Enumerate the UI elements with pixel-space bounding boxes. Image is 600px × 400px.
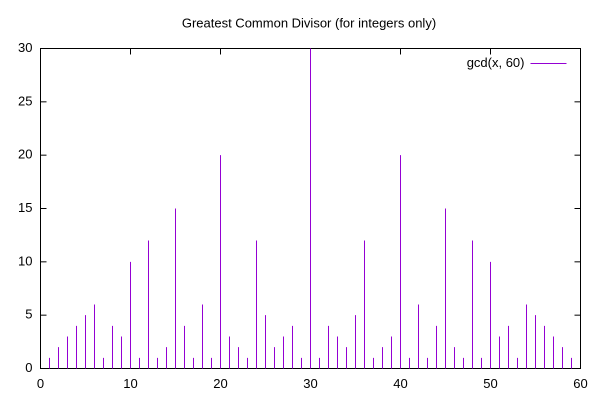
x-tick-label: 50 xyxy=(483,376,497,391)
y-tick-label: 0 xyxy=(25,360,32,375)
y-tick-label: 15 xyxy=(18,200,32,215)
x-tick-label: 0 xyxy=(37,376,44,391)
legend-label: gcd(x, 60) xyxy=(467,55,525,70)
x-tick-label: 30 xyxy=(303,376,317,391)
x-tick-label: 20 xyxy=(213,376,227,391)
y-tick-label: 25 xyxy=(18,93,32,108)
y-tick-label: 30 xyxy=(18,40,32,55)
chart-title: Greatest Common Divisor (for integers on… xyxy=(182,15,436,30)
x-tick-label: 60 xyxy=(573,376,587,391)
y-tick-label: 20 xyxy=(18,147,32,162)
y-tick-label: 10 xyxy=(18,253,32,268)
x-tick-label: 10 xyxy=(123,376,137,391)
y-tick-label: 5 xyxy=(25,307,32,322)
x-tick-label: 40 xyxy=(393,376,407,391)
